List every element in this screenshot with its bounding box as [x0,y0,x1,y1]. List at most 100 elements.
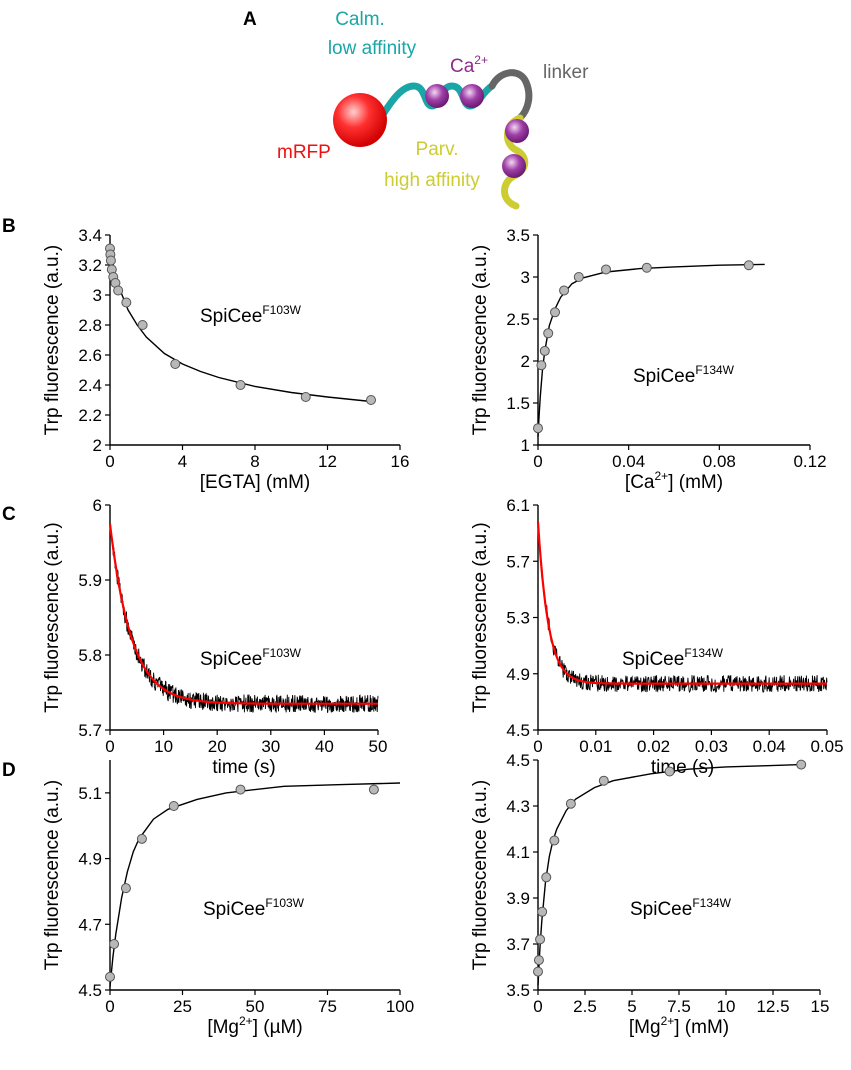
y-tick-label: 4.5 [506,721,530,740]
y-tick-label: 5.9 [78,571,102,590]
chart-b-right: 0 0.04 0.08 0.12 1 1.5 2 2.5 3 3.5 [Ca2+] (mM) Trp … [470,226,827,493]
y-tick-label: 2.8 [78,316,102,335]
x-tick-label: 0 [105,997,114,1016]
y-tick-label: 2.5 [506,310,530,329]
data-point [543,328,554,339]
y-tick-label: 5.7 [78,721,102,740]
data-point [533,966,543,977]
exponential-fit-curve [108,523,378,705]
y-tick-label: 3 [521,268,530,287]
x-tick-label: 0 [105,737,114,756]
y-tick-label: 3.9 [506,889,530,908]
x-axis-label: [Mg2+] (µM) [207,1014,302,1038]
x-tick-label: 25 [173,997,192,1016]
data-point [641,262,652,273]
panel-label-a: A [243,9,257,30]
y-tick-label: 2.6 [78,346,102,365]
x-tick-label: 0.04 [753,737,786,756]
y-tick-label: 2 [521,352,530,371]
x-axis-label: time (s) [651,757,714,778]
y-tick-label: 6 [93,496,102,515]
chart-b-left: 0 4 8 12 16 2 2.2 2.4 2.6 2.8 3 3.2 3.4 [EGTA] (mM) Tr… [42,226,409,493]
y-tick-label: 6.1 [506,496,530,515]
x-tick-label: 50 [369,737,388,756]
calcium-label: Ca2+ [450,53,488,77]
y-tick-label: 4.1 [506,843,530,862]
data-point [743,260,754,271]
y-tick-label: 5.1 [78,784,102,803]
x-tick-label: 0.08 [703,452,736,471]
data-point [168,801,179,811]
y-tick-label: 2.2 [78,406,102,425]
x-tick-label: 30 [261,737,280,756]
y-tick-label: 2.4 [78,376,102,395]
parv-label-line2: high affinity [384,170,480,191]
y-tick-label: 1 [521,436,530,455]
data-point [105,971,115,982]
y-tick-label: 3.7 [506,935,530,954]
data-point [565,798,576,809]
linker-strand [488,69,533,122]
y-tick-label: 5.8 [78,646,102,665]
x-tick-label: 16 [391,452,410,471]
x-tick-label: 5 [627,997,636,1016]
panel-a: A Calm. low affinity Ca2+ linker mRFP Pa [243,9,589,210]
series-annotation: SpiCeeF103W [200,303,302,327]
linker-label: linker [543,62,589,83]
x-tick-label: 75 [318,997,337,1016]
mrfp-sphere [333,93,387,147]
y-tick-label: 3.2 [78,256,102,275]
calcium-ion-3 [505,119,529,143]
series-annotation: SpiCeeF134W [633,363,735,387]
data-point [235,784,246,795]
data-point [533,955,544,966]
panel-label-c: C [2,504,16,525]
data-point [113,285,124,296]
data-point [601,264,611,275]
x-tick-label: 7.5 [667,997,691,1016]
data-point [137,320,148,330]
y-tick-label: 5.7 [506,552,530,571]
data-point [120,883,131,894]
y-tick-label: 2 [93,436,102,455]
data-point [533,423,543,434]
series-annotation: SpiCeeF103W [203,896,305,920]
raw-trace [109,525,379,713]
y-axis-label: Trp fluorescence (a.u.) [42,780,63,970]
series-annotation: SpiCeeF103W [200,646,302,670]
y-tick-label: 3 [93,286,102,305]
y-tick-label: 1.5 [506,394,530,413]
y-tick-label: 4.7 [78,915,102,934]
mrfp-label: mRFP [277,142,331,163]
chart-d-right: 0 2.5 5 7.5 10 12.5 15 3.5 3.7 3.9 4.1 4.3 4.5 [Mg2+]… [470,751,829,1038]
x-axis-label: time (s) [212,757,275,778]
y-tick-label: 3.5 [506,981,530,1000]
data-point [598,775,609,786]
data-point [109,939,120,949]
x-tick-label: 0 [533,452,542,471]
x-tick-label: 12 [318,452,337,471]
x-tick-label: 0.02 [637,737,670,756]
x-tick-label: 4 [178,452,187,471]
data-point [573,272,584,282]
data-point [559,285,570,296]
x-tick-label: 10 [154,737,173,756]
y-tick-label: 3.4 [78,226,102,245]
x-tick-label: 0.05 [810,737,843,756]
data-point [537,906,548,917]
calcium-ion-2 [460,84,484,108]
x-tick-label: 40 [315,737,334,756]
y-tick-label: 3.5 [506,226,530,245]
x-axis-label: [Ca2+] (mM) [625,469,723,493]
data-point [235,380,246,390]
y-axis-label: Trp fluorescence (a.u.) [470,780,491,970]
fit-curve [537,763,802,986]
data-point [550,307,560,318]
y-tick-label: 4.9 [506,665,530,684]
data-point [541,872,552,883]
panel-label-d: D [2,760,16,781]
data-point [300,392,311,402]
x-axis-label: [Mg2+] (mM) [629,1014,729,1038]
